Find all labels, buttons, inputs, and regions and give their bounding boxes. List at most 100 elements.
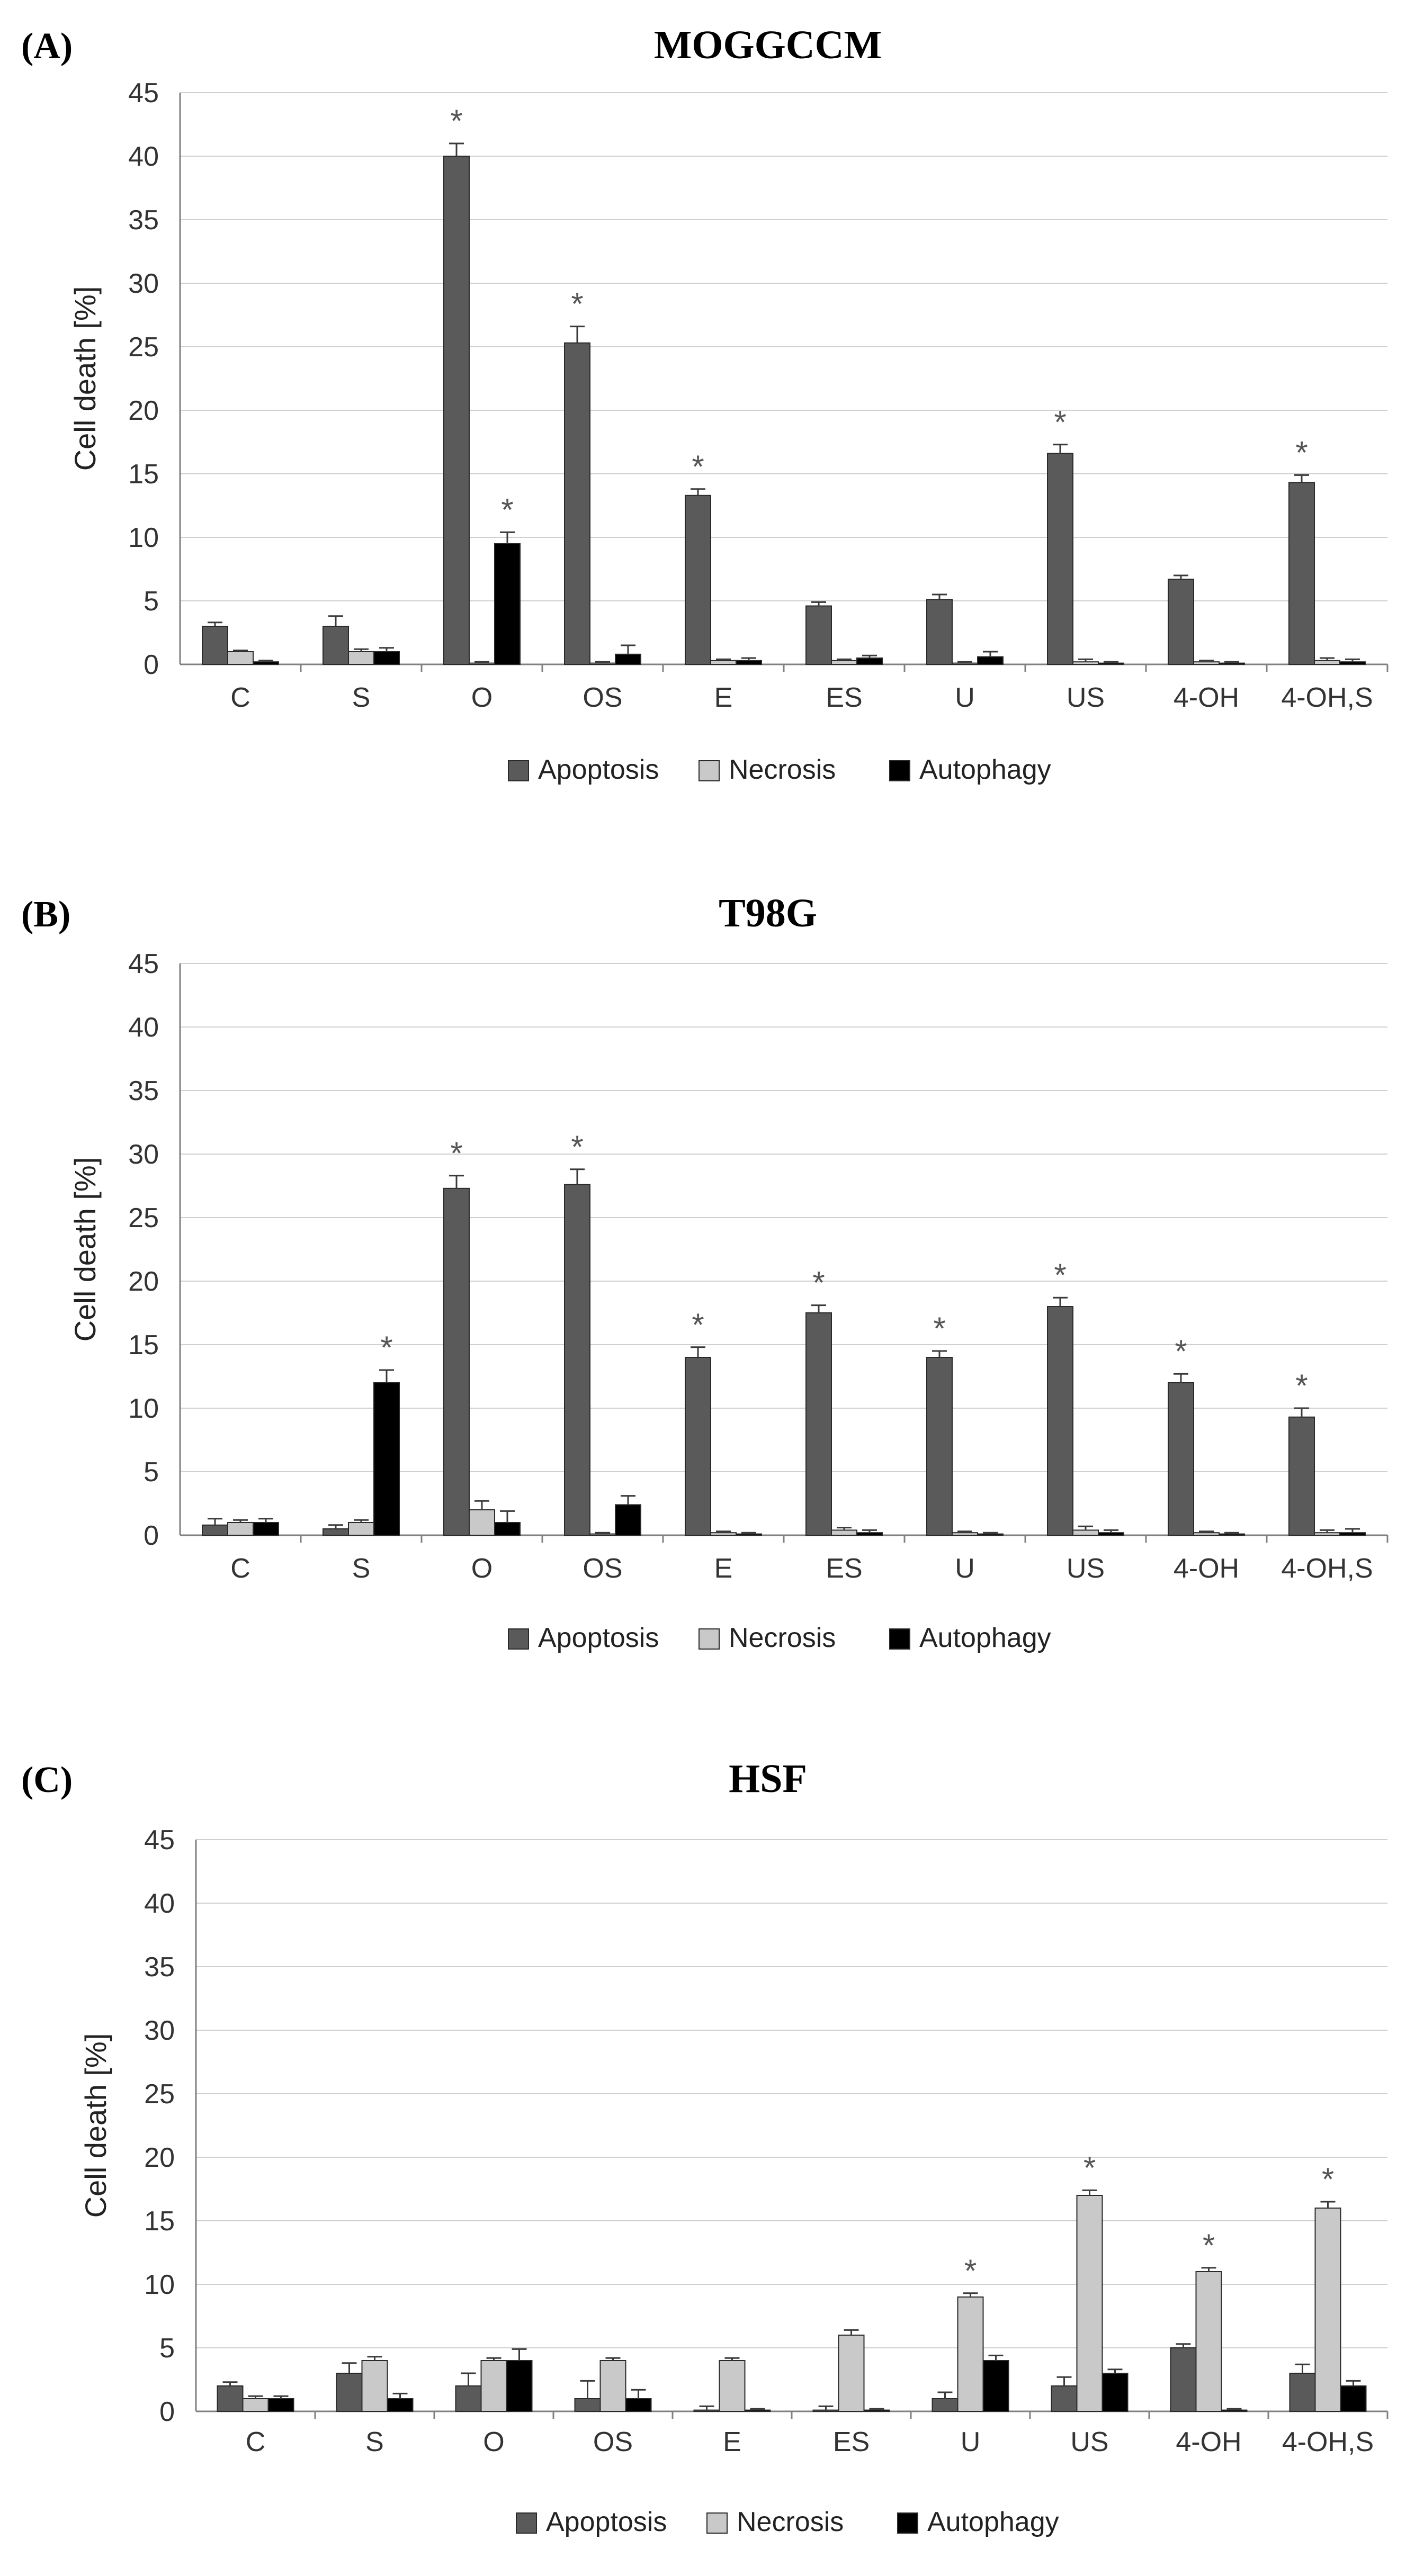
x-tick-label: U bbox=[955, 682, 975, 713]
bar-necrosis bbox=[361, 2360, 388, 2412]
x-tick-label: OS bbox=[593, 2427, 633, 2457]
y-tick-label: 20 bbox=[128, 1266, 159, 1297]
significance-star: * bbox=[450, 1136, 462, 1171]
legend-label-autophagy: Autophagy bbox=[927, 2507, 1059, 2537]
legend-label-autophagy: Autophagy bbox=[919, 754, 1051, 785]
legend-label-apoptosis: Apoptosis bbox=[538, 754, 659, 785]
bar-apoptosis bbox=[1051, 2385, 1078, 2412]
y-tick-label: 45 bbox=[128, 78, 159, 109]
x-tick-label: U bbox=[955, 1553, 975, 1584]
bar-autophagy bbox=[387, 2398, 414, 2412]
y-axis-label: Cell death [%] bbox=[68, 1157, 102, 1342]
x-tick-label: ES bbox=[826, 1553, 862, 1584]
bar-autophagy bbox=[1339, 1532, 1366, 1536]
y-axis-label: Cell death [%] bbox=[68, 286, 102, 471]
bar-necrosis bbox=[1193, 661, 1220, 665]
x-tick-label: C bbox=[230, 1553, 250, 1584]
y-tick-label: 10 bbox=[128, 523, 159, 553]
significance-star: * bbox=[692, 449, 704, 484]
significance-star: * bbox=[1322, 2161, 1334, 2197]
bar-apoptosis bbox=[805, 1312, 832, 1536]
bar-apoptosis bbox=[1289, 2373, 1316, 2412]
bar-apoptosis bbox=[564, 342, 590, 665]
bar-autophagy bbox=[856, 1532, 883, 1536]
bar-necrosis bbox=[469, 1509, 495, 1536]
bar-necrosis bbox=[348, 1522, 374, 1536]
significance-star: * bbox=[1203, 2228, 1215, 2263]
bar-necrosis bbox=[1314, 1532, 1340, 1536]
bar-apoptosis bbox=[812, 2409, 839, 2412]
y-tick-label: 25 bbox=[128, 1203, 159, 1233]
bar-apoptosis bbox=[1168, 1382, 1194, 1536]
chart-title: T98G bbox=[719, 891, 817, 935]
y-tick-label: 35 bbox=[128, 1076, 159, 1106]
x-tick-label: ES bbox=[826, 682, 862, 713]
x-tick-label: US bbox=[1067, 682, 1105, 713]
y-tick-label: 10 bbox=[128, 1393, 159, 1424]
x-tick-label: 4-OH bbox=[1174, 682, 1239, 713]
significance-star: * bbox=[571, 286, 583, 322]
panel-letter: (C) bbox=[21, 1760, 73, 1800]
bar-autophagy bbox=[856, 657, 883, 665]
bar-apoptosis bbox=[685, 1357, 711, 1536]
legend-label-necrosis: Necrosis bbox=[729, 754, 836, 785]
x-tick-label: E bbox=[723, 2427, 741, 2457]
y-tick-label: 20 bbox=[128, 395, 159, 426]
bar-necrosis bbox=[1076, 2195, 1103, 2412]
significance-star: * bbox=[450, 103, 462, 139]
bar-autophagy bbox=[625, 2398, 652, 2412]
bar-apoptosis bbox=[926, 1357, 953, 1536]
y-tick-label: 20 bbox=[144, 2142, 175, 2173]
bar-necrosis bbox=[831, 660, 857, 665]
significance-star: * bbox=[1175, 1334, 1187, 1369]
bar-necrosis bbox=[1193, 1532, 1220, 1536]
legend-swatch-necrosis bbox=[698, 1628, 720, 1650]
legend-label-autophagy: Autophagy bbox=[919, 1623, 1051, 1653]
bar-apoptosis bbox=[805, 605, 832, 665]
y-tick-label: 30 bbox=[128, 1139, 159, 1170]
chart-panel-moggccm: (A) MOGGCCM 0 5 10 15 20 25 30 35 40 45 Cell death [… bbox=[21, 23, 1389, 785]
y-tick-label: 10 bbox=[144, 2269, 175, 2300]
y-tick-label: 30 bbox=[128, 268, 159, 299]
x-tick-label: C bbox=[230, 682, 250, 713]
bar-autophagy bbox=[253, 1522, 279, 1536]
bar-apoptosis bbox=[443, 1187, 470, 1536]
y-tick-label: 25 bbox=[128, 332, 159, 363]
bar-autophagy bbox=[1098, 662, 1124, 665]
bar-necrosis bbox=[589, 662, 616, 665]
x-tick-label: 4-OH bbox=[1176, 2427, 1241, 2457]
bar-necrosis bbox=[1072, 1529, 1099, 1536]
bar-apoptosis bbox=[932, 2398, 959, 2412]
bar-autophagy bbox=[1219, 1533, 1245, 1536]
bar-autophagy bbox=[977, 1533, 1004, 1536]
bar-apoptosis bbox=[1047, 453, 1073, 665]
x-tick-label: O bbox=[471, 1553, 492, 1584]
bar-autophagy bbox=[373, 1382, 400, 1536]
bar-autophagy bbox=[494, 543, 521, 665]
bar-apoptosis bbox=[323, 626, 349, 665]
bar-necrosis bbox=[952, 1532, 978, 1536]
significance-star: * bbox=[380, 1330, 392, 1365]
y-tick-label: 35 bbox=[144, 1952, 175, 1983]
x-tick-label: C bbox=[246, 2427, 266, 2457]
bar-autophagy bbox=[744, 2409, 771, 2412]
legend-swatch-apoptosis bbox=[508, 1628, 529, 1650]
bar-necrosis bbox=[831, 1529, 857, 1536]
significance-star: * bbox=[1295, 1368, 1308, 1403]
y-tick-label: 30 bbox=[144, 2015, 175, 2046]
significance-star: * bbox=[1295, 435, 1308, 470]
x-tick-label: US bbox=[1067, 1553, 1105, 1584]
panel-letter: (B) bbox=[21, 894, 70, 935]
significance-star: * bbox=[1054, 1257, 1066, 1293]
bar-necrosis bbox=[348, 651, 374, 665]
x-tick-label: S bbox=[365, 2427, 384, 2457]
y-tick-label: 15 bbox=[128, 459, 159, 490]
bar-apoptosis bbox=[574, 2398, 601, 2412]
bar-autophagy bbox=[373, 651, 400, 665]
x-tick-label: E bbox=[714, 682, 733, 713]
y-tick-label: 0 bbox=[144, 1520, 159, 1551]
bar-autophagy bbox=[506, 2360, 533, 2412]
y-tick-label: 5 bbox=[144, 586, 159, 617]
bar-apoptosis bbox=[685, 494, 711, 665]
bar-apoptosis bbox=[323, 1528, 349, 1536]
